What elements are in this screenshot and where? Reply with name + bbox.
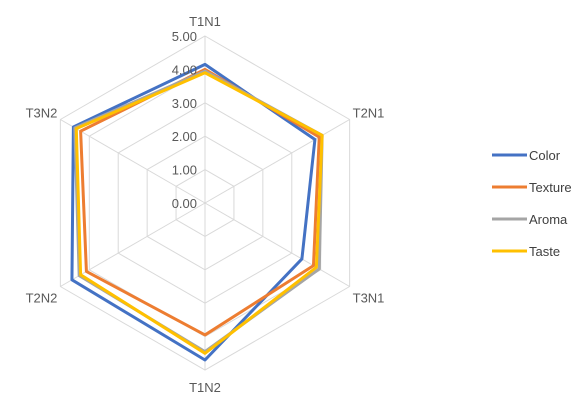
category-label-T2N1: T2N1 <box>353 106 385 121</box>
spoke-T2N1 <box>204 119 350 204</box>
category-label-T3N1: T3N1 <box>353 291 385 306</box>
category-labels: T1N1 T2N1 T3N1 T1N2 T2N2 T3N2 <box>26 14 385 395</box>
category-label-T1N1: T1N1 <box>189 14 221 29</box>
series-line-texture <box>79 67 321 337</box>
tick-label: 4.00 <box>172 62 197 77</box>
tick-labels: 0.00 1.00 2.00 3.00 4.00 5.00 <box>172 29 197 211</box>
grid <box>59 35 351 371</box>
tick-label: 5.00 <box>172 29 197 44</box>
legend-label-color: Color <box>529 148 561 163</box>
series-lines <box>70 62 324 362</box>
category-label-T3N2: T3N2 <box>26 106 58 121</box>
spoke-T3N2 <box>60 119 206 204</box>
tick-label: 1.00 <box>172 163 197 178</box>
legend-label-texture: Texture <box>529 180 572 195</box>
tick-label: 3.00 <box>172 96 197 111</box>
tick-label: 0.00 <box>172 196 197 211</box>
spoke-T3N1 <box>204 202 350 287</box>
legend: Color Texture Aroma Taste <box>492 148 572 259</box>
legend-label-taste: Taste <box>529 244 560 259</box>
series-line-taste <box>74 71 324 355</box>
legend-label-aroma: Aroma <box>529 212 568 227</box>
tick-label: 2.00 <box>172 129 197 144</box>
spoke-T2N2 <box>60 202 206 287</box>
category-label-T2N2: T2N2 <box>26 291 58 306</box>
series-line-color <box>70 62 317 362</box>
category-label-T1N2: T1N2 <box>189 380 221 395</box>
